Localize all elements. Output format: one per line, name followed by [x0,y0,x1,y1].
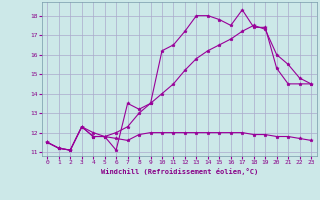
X-axis label: Windchill (Refroidissement éolien,°C): Windchill (Refroidissement éolien,°C) [100,168,258,175]
